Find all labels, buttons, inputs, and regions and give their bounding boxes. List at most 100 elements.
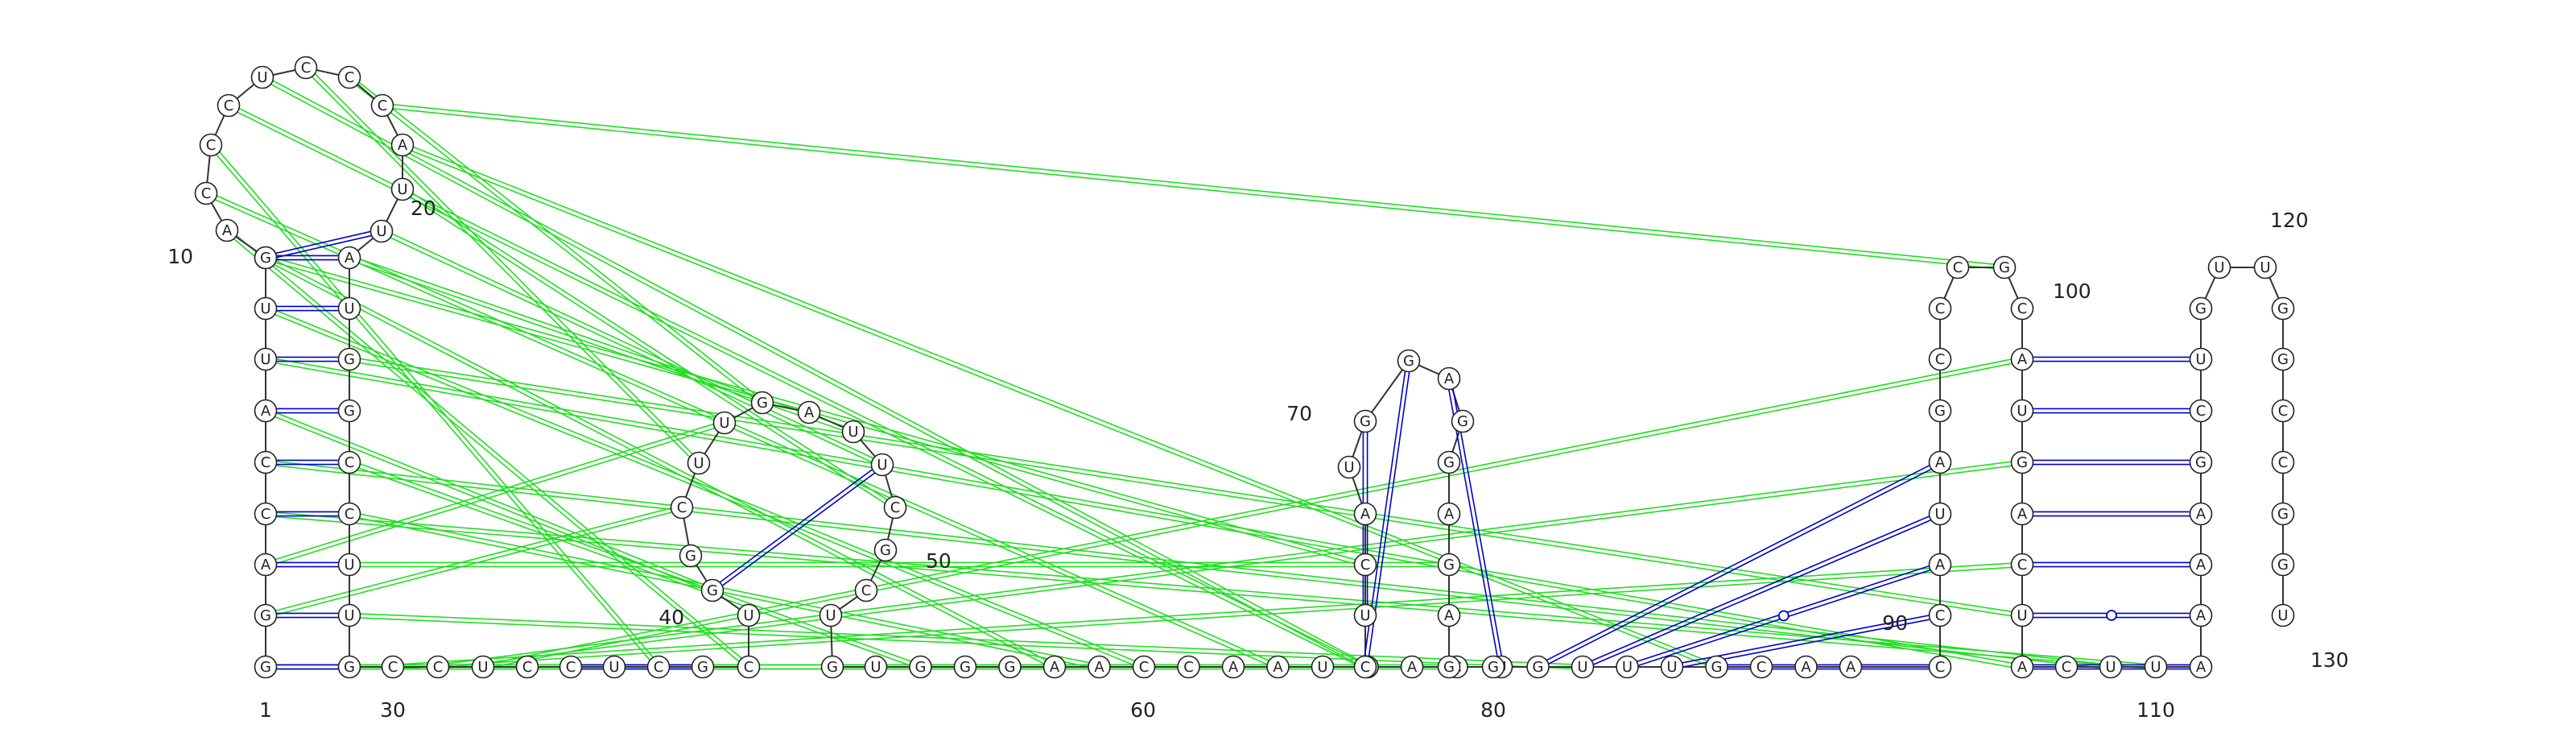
tertiary-interaction-line <box>264 259 1055 670</box>
nucleotide-circle <box>1132 655 1156 679</box>
nucleotide: C <box>2010 296 2034 321</box>
nucleotide: U <box>2189 347 2213 371</box>
nucleotide: U <box>1311 655 1335 679</box>
nucleotide: A <box>254 553 278 577</box>
nucleotide-letter: A <box>2196 506 2207 523</box>
nucleotide-circle <box>1337 455 1361 479</box>
nucleotide-circle <box>2054 655 2079 679</box>
nucleotide-circle <box>254 246 278 270</box>
base-pair-line <box>266 232 382 261</box>
nucleotide-letter: C <box>345 454 355 471</box>
nucleotide-letter: G <box>2277 506 2289 523</box>
nucleotide: C <box>559 655 583 679</box>
nucleotide: U <box>390 177 415 201</box>
position-label: 110 <box>2136 698 2175 722</box>
nucleotide-letter: G <box>1443 659 1455 676</box>
tertiary-interaction-line <box>349 616 1583 670</box>
nucleotide: A <box>1266 655 1290 679</box>
nucleotide-circle <box>1397 349 1421 373</box>
nucleotide: U <box>737 603 761 627</box>
nucleotide-letter: U <box>2214 259 2224 276</box>
nucleotide: A <box>390 133 415 157</box>
nucleotide-circle <box>2207 255 2231 279</box>
tertiary-interaction-line <box>382 228 884 464</box>
nucleotide-letter: A <box>1444 607 1455 624</box>
nucleotide-letter: C <box>388 659 398 676</box>
nucleotide-circle <box>737 655 761 679</box>
tertiary-interaction-line <box>348 259 853 435</box>
tertiary-interaction-line <box>349 612 1583 666</box>
nucleotide-circle <box>1437 603 1461 627</box>
nucleotide-letter: U <box>2195 351 2206 368</box>
nucleotide: U <box>841 420 865 444</box>
position-label: 120 <box>2270 209 2309 232</box>
nucleotide: U <box>337 553 361 577</box>
nucleotide-circle <box>2010 655 2034 679</box>
nucleotide-letter: U <box>260 351 270 368</box>
nucleotide: C <box>1928 655 1952 679</box>
tertiary-interactions-layer <box>204 65 2157 670</box>
nucleotide: C <box>337 450 361 474</box>
noncanonical-pair-marker <box>1777 610 1790 622</box>
tertiary-interaction-line <box>307 65 701 462</box>
nucleotide: U <box>337 296 361 321</box>
nucleotide-letter: U <box>376 223 386 240</box>
position-label: 70 <box>1286 402 1312 425</box>
tertiary-interaction-line <box>349 515 1100 670</box>
nucleotide-letter: G <box>1443 454 1455 471</box>
nucleotide: C <box>1353 655 1377 679</box>
position-label: 30 <box>380 698 406 722</box>
nucleotide: U <box>369 219 394 243</box>
tertiary-interaction-line <box>483 360 2023 670</box>
nucleotide-letter: A <box>2017 659 2028 676</box>
nucleotide: C <box>199 133 223 157</box>
nucleotide-letter: A <box>2017 506 2028 523</box>
nucleotide-circle <box>737 603 761 627</box>
nucleotide: C <box>2271 399 2295 423</box>
nucleotide: A <box>2189 603 2213 627</box>
position-label: 1 <box>259 698 272 722</box>
nucleotide: G <box>700 578 724 602</box>
nucleotide: U <box>1337 455 1361 479</box>
nucleotide: A <box>2010 655 2034 679</box>
nucleotide-circle <box>426 655 450 679</box>
nucleotide: A <box>1042 655 1067 679</box>
nucleotide: C <box>426 655 450 679</box>
nucleotide-circle <box>679 544 703 568</box>
nucleotide-letter: G <box>260 659 271 676</box>
nucleotide-circle <box>1451 409 1475 433</box>
nucleotide-circle <box>2271 347 2295 371</box>
nucleotide-circle <box>254 502 278 526</box>
nucleotide-letter: C <box>654 659 664 676</box>
base-pair-line <box>1538 463 1942 670</box>
nucleotide-circle <box>1353 655 1377 679</box>
nucleotide-letter: U <box>344 300 354 317</box>
nucleotide-circle <box>1088 655 1111 679</box>
nucleotide: C <box>1928 296 1952 321</box>
nucleotide-letter: A <box>222 222 233 239</box>
nucleotide-circle <box>2189 399 2213 423</box>
nucleotide: G <box>1928 399 1952 423</box>
nucleotide: C <box>1749 655 1773 679</box>
nucleotide: G <box>254 655 278 679</box>
nucleotide-circle <box>700 578 724 602</box>
nucleotide: A <box>1437 366 1461 391</box>
nucleotide: C <box>381 655 405 679</box>
nucleotide-letter: U <box>609 659 619 676</box>
nucleotide: A <box>2189 655 2213 679</box>
nucleotide: U <box>471 655 495 679</box>
tertiary-interaction-line <box>401 146 1716 670</box>
nucleotide-letter: A <box>1846 659 1856 676</box>
nucleotide-letter: C <box>201 185 212 202</box>
nucleotide-letter: G <box>1999 259 2010 276</box>
nucleotide-letter: G <box>1005 659 1016 676</box>
nucleotide: G <box>953 655 977 679</box>
nucleotide-circle <box>1526 655 1550 679</box>
nucleotide-circle <box>819 603 843 627</box>
nucleotide-letter: G <box>960 659 971 676</box>
nucleotide: C <box>854 578 878 602</box>
nucleotide: C <box>217 93 241 118</box>
nucleotide-letter: U <box>2017 403 2027 420</box>
nucleotide-letter: G <box>697 659 708 676</box>
